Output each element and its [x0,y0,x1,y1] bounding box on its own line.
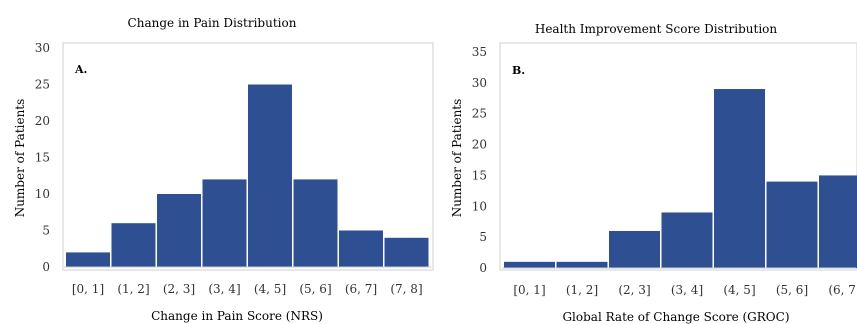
chart-b-x-tick-label: (4, 5] [723,283,755,297]
chart-a-y-tick-label: 25 [35,78,50,92]
chart-b-y-tick-label: 10 [472,199,487,213]
chart-a-bar [66,252,110,267]
chart-b-y-tick-label: 20 [472,138,487,152]
chart-a-x-tick-label: (6, 7] [345,282,377,296]
chart-a-y-tick-label: 10 [35,187,50,201]
chart-b-y-axis-label: Number of Patients [450,99,464,218]
chart-a: Change in Pain Distribution A. Change in… [13,16,434,323]
chart-a-bar [111,223,156,267]
chart-b-x-axis-label: Global Rate of Change Score (GROC) [562,310,789,324]
chart-a-y-tick-label: 0 [42,260,50,274]
chart-a-x-tick-label: (5, 6] [299,282,331,296]
chart-b-x-tick-label: (5, 6] [776,283,808,297]
chart-b-y-tick-label: 30 [472,76,487,90]
chart-a-x-tick-label: (1, 2] [117,282,149,296]
chart-a-bar [157,194,201,267]
chart-a-frame [62,42,434,271]
chart-a-y-tick-label: 20 [35,114,50,128]
chart-a-y-axis-label: Number of Patients [13,99,27,218]
chart-b-bar [609,230,660,268]
chart-b-frame [499,42,857,271]
chart-a-x-tick-label: (4, 5] [254,282,286,296]
chart-a-x-tick-label: (3, 4] [208,282,240,296]
chart-a-panel-label: A. [74,63,87,76]
chart-a-x-tick-label: [0, 1] [72,282,104,296]
chart-a-bar [384,237,429,267]
chart-a-bar [293,179,338,267]
chart-a-y-tick-label: 30 [35,41,50,55]
chart-a-bar [202,179,247,267]
chart-b-y-tick-label: 25 [472,107,487,121]
chart-a-x-tick-label: (2, 3] [163,282,195,296]
chart-a-title: Change in Pain Distribution [128,16,297,30]
chart-b-bar [819,175,857,268]
chart-b-bar [766,181,818,268]
chart-a-x-axis-label: Change in Pain Score (NRS) [151,309,323,323]
chart-b-x-tick-label: [0, 1] [513,283,545,297]
chart-a-x-tick-label: (7, 8] [390,282,422,296]
chart-a-bar [339,230,383,267]
chart-b-bar [504,261,555,268]
chart-b: Health Improvement Score Distribution B.… [450,22,857,324]
chart-b-title: Health Improvement Score Distribution [535,22,778,36]
chart-b-x-tick-label: (2, 3] [618,283,650,297]
chart-b-panel-label: B. [512,64,525,77]
chart-b-x-tick-label: (3, 4] [671,283,703,297]
chart-b-bar [661,212,713,268]
chart-b-y-tick-label: 35 [472,45,487,59]
chart-b-plot-area: 0 5 10 15 20 25 30 35 [0, 1] (1, 2] (2, 3] (3, 4] (4… [472,42,857,297]
chart-b-x-tick-label: (1, 2] [566,283,598,297]
chart-a-y-tick-label: 5 [42,224,50,238]
chart-a-y-tick-label: 15 [35,151,50,165]
chart-a-bar [248,84,292,267]
chart-a-plot-area: 0 5 10 15 20 25 30 [0, 1] (1, 2] (2, 3] (3, 4] (4, … [35,41,434,296]
chart-b-bar [714,89,765,269]
chart-b-x-tick-label: (6, 7] [828,283,857,297]
chart-b-bar [556,261,608,268]
chart-b-y-tick-label: 15 [472,168,487,182]
chart-b-y-tick-label: 5 [479,230,487,244]
chart-b-y-tick-label: 0 [479,261,487,275]
